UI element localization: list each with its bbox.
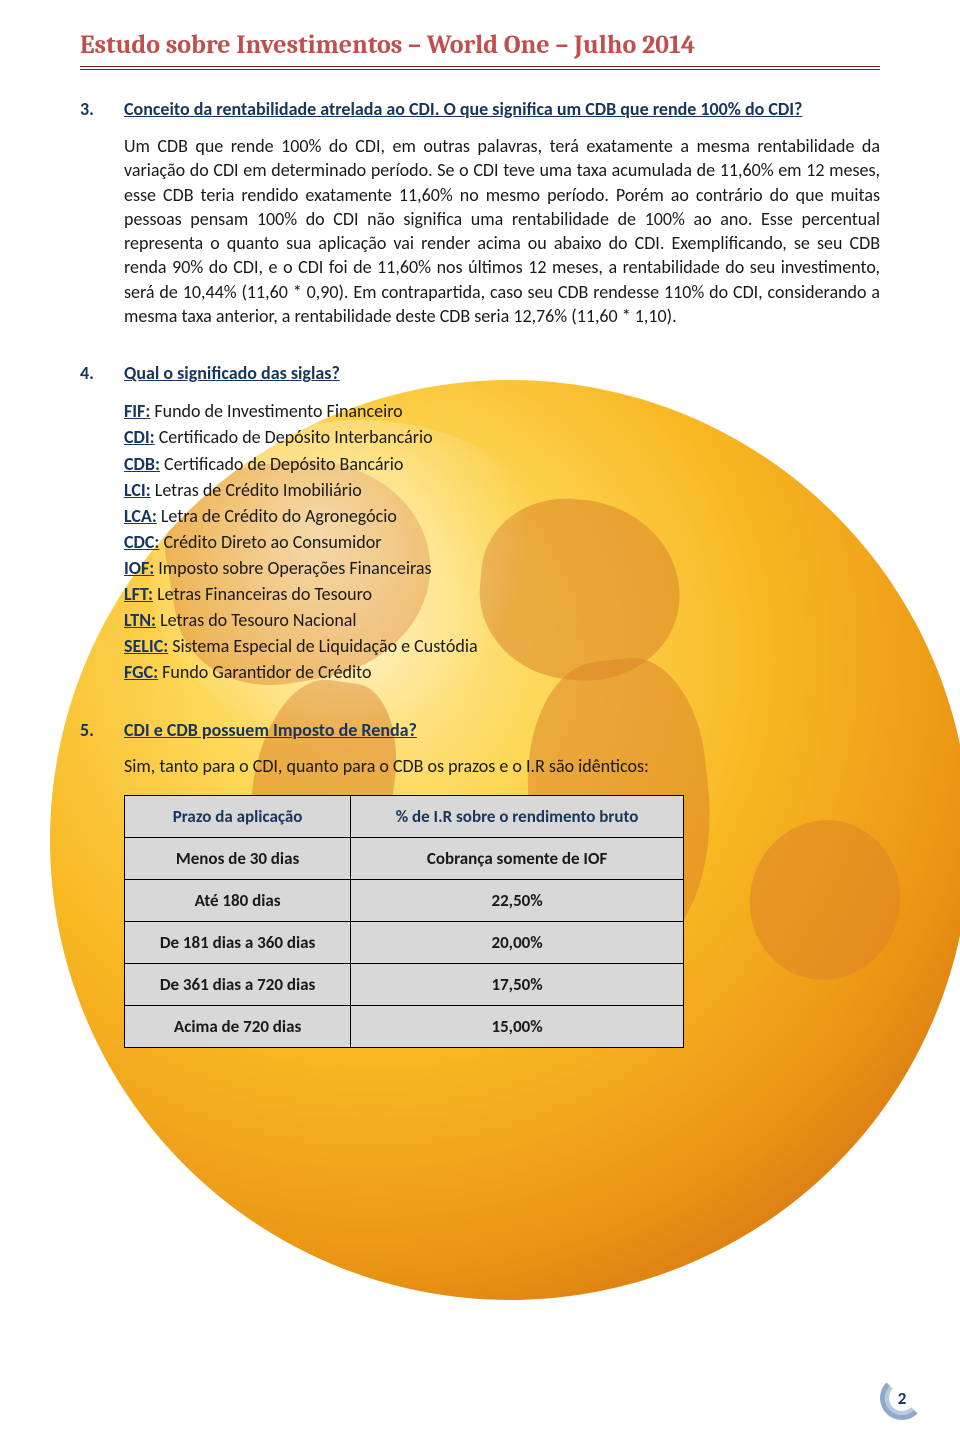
sigla-row: LTN: Letras do Tesouro Nacional — [124, 607, 880, 633]
sigla-abbr: LFT: — [124, 583, 153, 605]
sigla-abbr: CDC: — [124, 531, 159, 553]
sigla-abbr: LCA: — [124, 505, 157, 527]
tax-cell-prazo: Acima de 720 dias — [125, 1006, 351, 1048]
tax-cell-rate: 17,50% — [351, 964, 684, 1006]
page-content: Estudo sobre Investimentos – World One –… — [0, 0, 960, 1104]
sigla-abbr: LTN: — [124, 609, 156, 631]
page-number: 2 — [880, 1376, 924, 1420]
section-3-paragraph: Um CDB que rende 100% do CDI, em outras … — [124, 134, 880, 328]
sigla-row: FGC: Fundo Garantidor de Crédito — [124, 659, 880, 685]
section-4: 4. Qual o significado das siglas? FIF: F… — [80, 362, 880, 703]
sigla-row: CDB: Certificado de Depósito Bancário — [124, 451, 880, 477]
tax-cell-rate: 22,50% — [351, 880, 684, 922]
sigla-definition: Fundo de Investimento Financeiro — [150, 400, 402, 422]
sigla-row: SELIC: Sistema Especial de Liquidação e … — [124, 633, 880, 659]
section-number: 3. — [80, 98, 124, 346]
table-row: De 181 dias a 360 dias20,00% — [125, 922, 684, 964]
sigla-definition: Sistema Especial de Liquidação e Custódi… — [168, 635, 477, 657]
table-row: De 361 dias a 720 dias17,50% — [125, 964, 684, 1006]
sigla-definition: Certificado de Depósito Bancário — [160, 453, 403, 475]
section-5-answer: Sim, tanto para o CDI, quanto para o CDB… — [124, 755, 880, 777]
tax-cell-rate: 15,00% — [351, 1006, 684, 1048]
sigla-row: LCI: Letras de Crédito Imobiliário — [124, 477, 880, 503]
document-title: Estudo sobre Investimentos – World One –… — [80, 30, 880, 60]
section-3: 3. Conceito da rentabilidade atrelada ao… — [80, 98, 880, 346]
sigla-abbr: FIF: — [124, 400, 150, 422]
tax-table-header-prazo: Prazo da aplicação — [125, 796, 351, 838]
siglas-list: FIF: Fundo de Investimento FinanceiroCDI… — [124, 398, 880, 685]
sigla-definition: Letras Financeiras do Tesouro — [153, 583, 372, 605]
tax-cell-rate: Cobrança somente de IOF — [351, 838, 684, 880]
sigla-definition: Imposto sobre Operações Financeiras — [154, 557, 431, 579]
sigla-abbr: LCI: — [124, 479, 151, 501]
sigla-definition: Fundo Garantidor de Crédito — [158, 661, 371, 683]
sigla-row: CDI: Certificado de Depósito Interbancár… — [124, 424, 880, 450]
sigla-row: FIF: Fundo de Investimento Financeiro — [124, 398, 880, 424]
sigla-row: CDC: Crédito Direto ao Consumidor — [124, 529, 880, 555]
section-4-heading: Qual o significado das siglas? — [124, 362, 880, 384]
tax-cell-rate: 20,00% — [351, 922, 684, 964]
sigla-abbr: SELIC: — [124, 635, 168, 657]
tax-table-header-ir: % de I.R sobre o rendimento bruto — [351, 796, 684, 838]
sigla-abbr: FGC: — [124, 661, 158, 683]
sigla-definition: Letra de Crédito do Agronegócio — [157, 505, 397, 527]
tax-cell-prazo: Até 180 dias — [125, 880, 351, 922]
section-number: 5. — [80, 719, 124, 1048]
section-5: 5. CDI e CDB possuem Imposto de Renda? S… — [80, 719, 880, 1048]
section-number: 4. — [80, 362, 124, 703]
page-number-badge: 2 — [880, 1376, 924, 1420]
tax-cell-prazo: De 181 dias a 360 dias — [125, 922, 351, 964]
title-rule — [80, 66, 880, 70]
sigla-row: IOF: Imposto sobre Operações Financeiras — [124, 555, 880, 581]
table-row: Menos de 30 diasCobrança somente de IOF — [125, 838, 684, 880]
table-row: Até 180 dias22,50% — [125, 880, 684, 922]
sigla-abbr: CDB: — [124, 453, 160, 475]
section-3-heading: Conceito da rentabilidade atrelada ao CD… — [124, 98, 880, 120]
tax-table: Prazo da aplicação % de I.R sobre o rend… — [124, 795, 684, 1048]
sigla-definition: Letras do Tesouro Nacional — [156, 609, 357, 631]
sigla-abbr: IOF: — [124, 557, 154, 579]
sigla-row: LFT: Letras Financeiras do Tesouro — [124, 581, 880, 607]
tax-cell-prazo: De 361 dias a 720 dias — [125, 964, 351, 1006]
sigla-definition: Crédito Direto ao Consumidor — [159, 531, 381, 553]
sigla-row: LCA: Letra de Crédito do Agronegócio — [124, 503, 880, 529]
table-row: Acima de 720 dias15,00% — [125, 1006, 684, 1048]
sigla-abbr: CDI: — [124, 426, 155, 448]
section-5-heading: CDI e CDB possuem Imposto de Renda? — [124, 719, 880, 741]
sigla-definition: Certificado de Depósito Interbancário — [155, 426, 433, 448]
tax-cell-prazo: Menos de 30 dias — [125, 838, 351, 880]
sigla-definition: Letras de Crédito Imobiliário — [151, 479, 362, 501]
